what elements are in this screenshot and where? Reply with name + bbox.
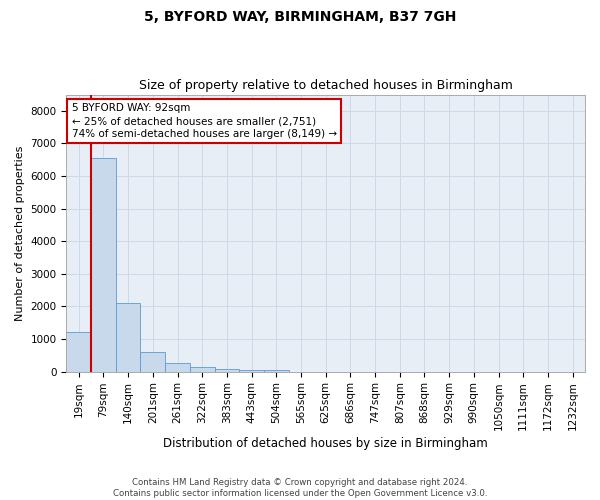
Bar [215, 368, 239, 372]
Bar [67, 332, 91, 372]
X-axis label: Distribution of detached houses by size in Birmingham: Distribution of detached houses by size … [163, 437, 488, 450]
Bar [140, 352, 165, 372]
Bar [264, 370, 289, 372]
Title: Size of property relative to detached houses in Birmingham: Size of property relative to detached ho… [139, 79, 512, 92]
Bar [239, 370, 264, 372]
Bar [190, 368, 215, 372]
Bar [91, 158, 116, 372]
Bar [165, 363, 190, 372]
Y-axis label: Number of detached properties: Number of detached properties [15, 146, 25, 321]
Bar [116, 303, 140, 372]
Text: Contains HM Land Registry data © Crown copyright and database right 2024.
Contai: Contains HM Land Registry data © Crown c… [113, 478, 487, 498]
Text: 5, BYFORD WAY, BIRMINGHAM, B37 7GH: 5, BYFORD WAY, BIRMINGHAM, B37 7GH [144, 10, 456, 24]
Text: 5 BYFORD WAY: 92sqm
← 25% of detached houses are smaller (2,751)
74% of semi-det: 5 BYFORD WAY: 92sqm ← 25% of detached ho… [71, 103, 337, 140]
